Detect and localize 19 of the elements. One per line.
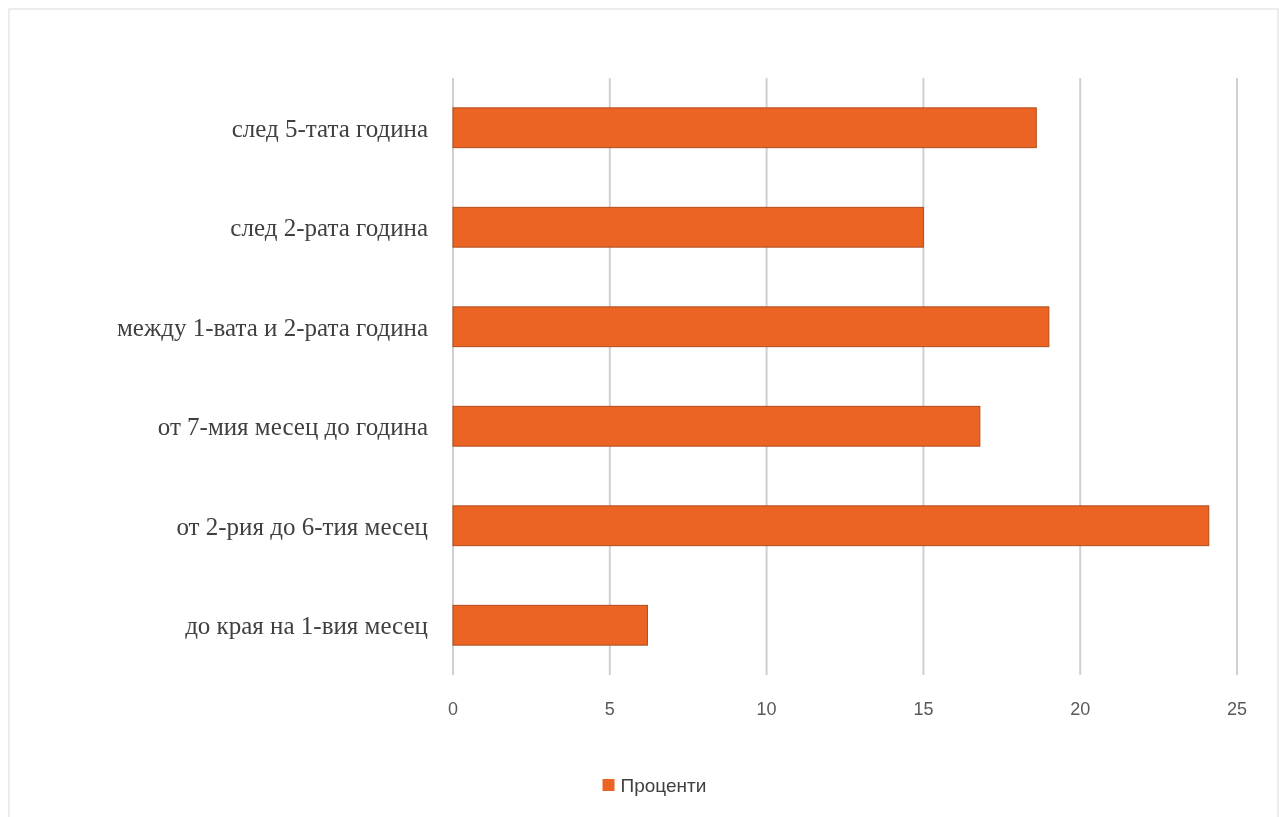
y-tick-label: от 2-рия до 6-тия месец (176, 512, 428, 540)
y-tick-label: между 1-вата и 2-рата година (117, 313, 428, 341)
legend-label: Проценти (620, 774, 707, 796)
x-tick-label: 10 (756, 699, 777, 719)
bar (452, 107, 1037, 149)
bar (452, 206, 924, 248)
x-tick-label: 20 (1070, 699, 1091, 719)
bar (452, 405, 981, 447)
x-tick-label: 25 (1226, 699, 1248, 719)
bar (452, 306, 1050, 348)
x-tick-label: 5 (604, 699, 615, 719)
x-tick-label: 15 (913, 699, 934, 719)
y-tick-label: до края на 1-вия месец (185, 612, 428, 639)
y-tick-label: след 5-тата година (231, 114, 428, 142)
bar (452, 604, 648, 646)
y-tick-label: от 7-мия месец до година (157, 413, 428, 440)
y-tick-label: след 2-рата година (230, 214, 428, 241)
x-tick-label: 0 (447, 699, 459, 719)
bar (452, 505, 1210, 547)
